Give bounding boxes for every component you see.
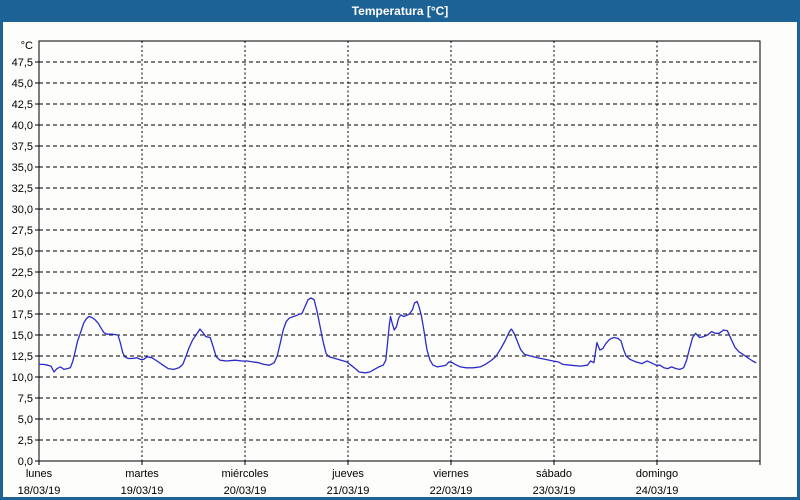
window-titlebar[interactable]: Temperatura [°C] <box>0 0 800 22</box>
plot-border <box>38 40 761 462</box>
day-date-label: 21/03/19 <box>327 485 370 497</box>
day-date-label: 20/03/19 <box>224 485 267 497</box>
y-tick-label: 30,0 <box>12 204 33 216</box>
y-tick-label: 12,5 <box>12 351 33 363</box>
day-date-label: 23/03/19 <box>533 485 576 497</box>
day-name-label: martes <box>125 468 159 480</box>
day-date-label: 22/03/19 <box>430 485 473 497</box>
y-tick-label: 20,0 <box>12 288 33 300</box>
y-tick-label: 17,5 <box>12 309 33 321</box>
y-tick-label: 15,0 <box>12 330 33 342</box>
y-tick-label: 40,0 <box>12 120 33 132</box>
day-name-label: domingo <box>636 468 678 480</box>
window-title: Temperatura [°C] <box>351 4 449 18</box>
y-tick-label: 25,0 <box>12 246 33 258</box>
y-tick-label: 42,5 <box>12 99 33 111</box>
temperature-line <box>38 297 757 374</box>
y-tick-label: 45,0 <box>12 78 33 90</box>
y-tick-label: 35,0 <box>12 162 33 174</box>
chart-content-area: 0,0 2,5 5,0 7,5 10,0 12,5 15,0 17,5 20,0 22,5 25,0… <box>3 22 797 497</box>
y-tick-label: 27,5 <box>12 225 33 237</box>
y-tick-label: 0,0 <box>18 456 33 468</box>
day-date-label: 19/03/19 <box>121 485 164 497</box>
y-tick-label: 7,5 <box>18 393 33 405</box>
y-tick-label: 47,5 <box>12 57 33 69</box>
day-name-label: jueves <box>331 468 364 480</box>
y-axis-unit-label: °C <box>21 40 33 52</box>
temperature-chart: 0,0 2,5 5,0 7,5 10,0 12,5 15,0 17,5 20,0 22,5 25,0… <box>12 40 761 497</box>
y-tick-label: 10,0 <box>12 372 33 384</box>
y-tick-label: 37,5 <box>12 141 33 153</box>
day-name-label: sábado <box>536 468 572 480</box>
day-date-label: 24/03/19 <box>636 485 679 497</box>
y-tick-label: 22,5 <box>12 267 33 279</box>
day-name-label: miércoles <box>221 468 269 480</box>
y-tick-label: 5,0 <box>18 414 33 426</box>
day-date-label: 18/03/19 <box>18 485 61 497</box>
y-tick-label: 2,5 <box>18 435 33 447</box>
day-name-label: lunes <box>26 468 53 480</box>
y-tick-label: 32,5 <box>12 183 33 195</box>
day-name-label: viernes <box>433 468 469 480</box>
